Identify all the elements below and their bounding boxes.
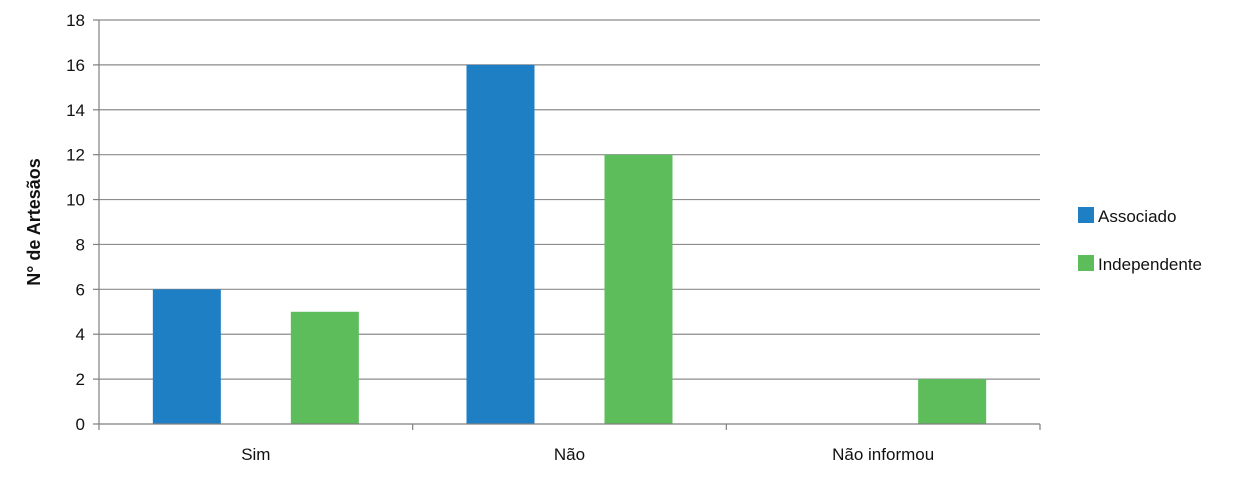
- y-tick-label: 0: [76, 415, 85, 434]
- bar-independente-0: [290, 311, 359, 424]
- legend-label-independente: Independente: [1098, 255, 1202, 274]
- bar-associado-1: [466, 64, 535, 424]
- y-tick-label: 16: [66, 56, 85, 75]
- bars-layer: [152, 64, 987, 424]
- legend-swatch-associado: [1078, 207, 1094, 223]
- legend-label-associado: Associado: [1098, 207, 1176, 226]
- y-tick-label: 10: [66, 191, 85, 210]
- y-tick-label: 14: [66, 101, 85, 120]
- y-tick-label: 2: [76, 370, 85, 389]
- x-tick-label: Sim: [241, 445, 270, 464]
- x-tick-label: Não informou: [832, 445, 934, 464]
- bar-independente-1: [604, 154, 673, 424]
- legend-swatch-independente: [1078, 255, 1094, 271]
- bar-associado-0: [152, 289, 221, 424]
- y-tick-label: 4: [76, 325, 85, 344]
- y-axis-label: N° de Artesãos: [24, 158, 44, 286]
- grid-layer: [99, 19, 1040, 380]
- y-tick-label: 18: [66, 11, 85, 30]
- axis-layer: 0 2 4 6 8 10 12 14 16 18 Sim Não Não informou: [66, 11, 1041, 464]
- x-tick-label: Não: [554, 445, 585, 464]
- y-tick-label: 8: [76, 235, 85, 254]
- y-tick-label: 12: [66, 146, 85, 165]
- y-tick-label: 6: [76, 280, 85, 299]
- legend: Associado Independente: [1078, 207, 1202, 274]
- bar-independente-2: [918, 379, 987, 424]
